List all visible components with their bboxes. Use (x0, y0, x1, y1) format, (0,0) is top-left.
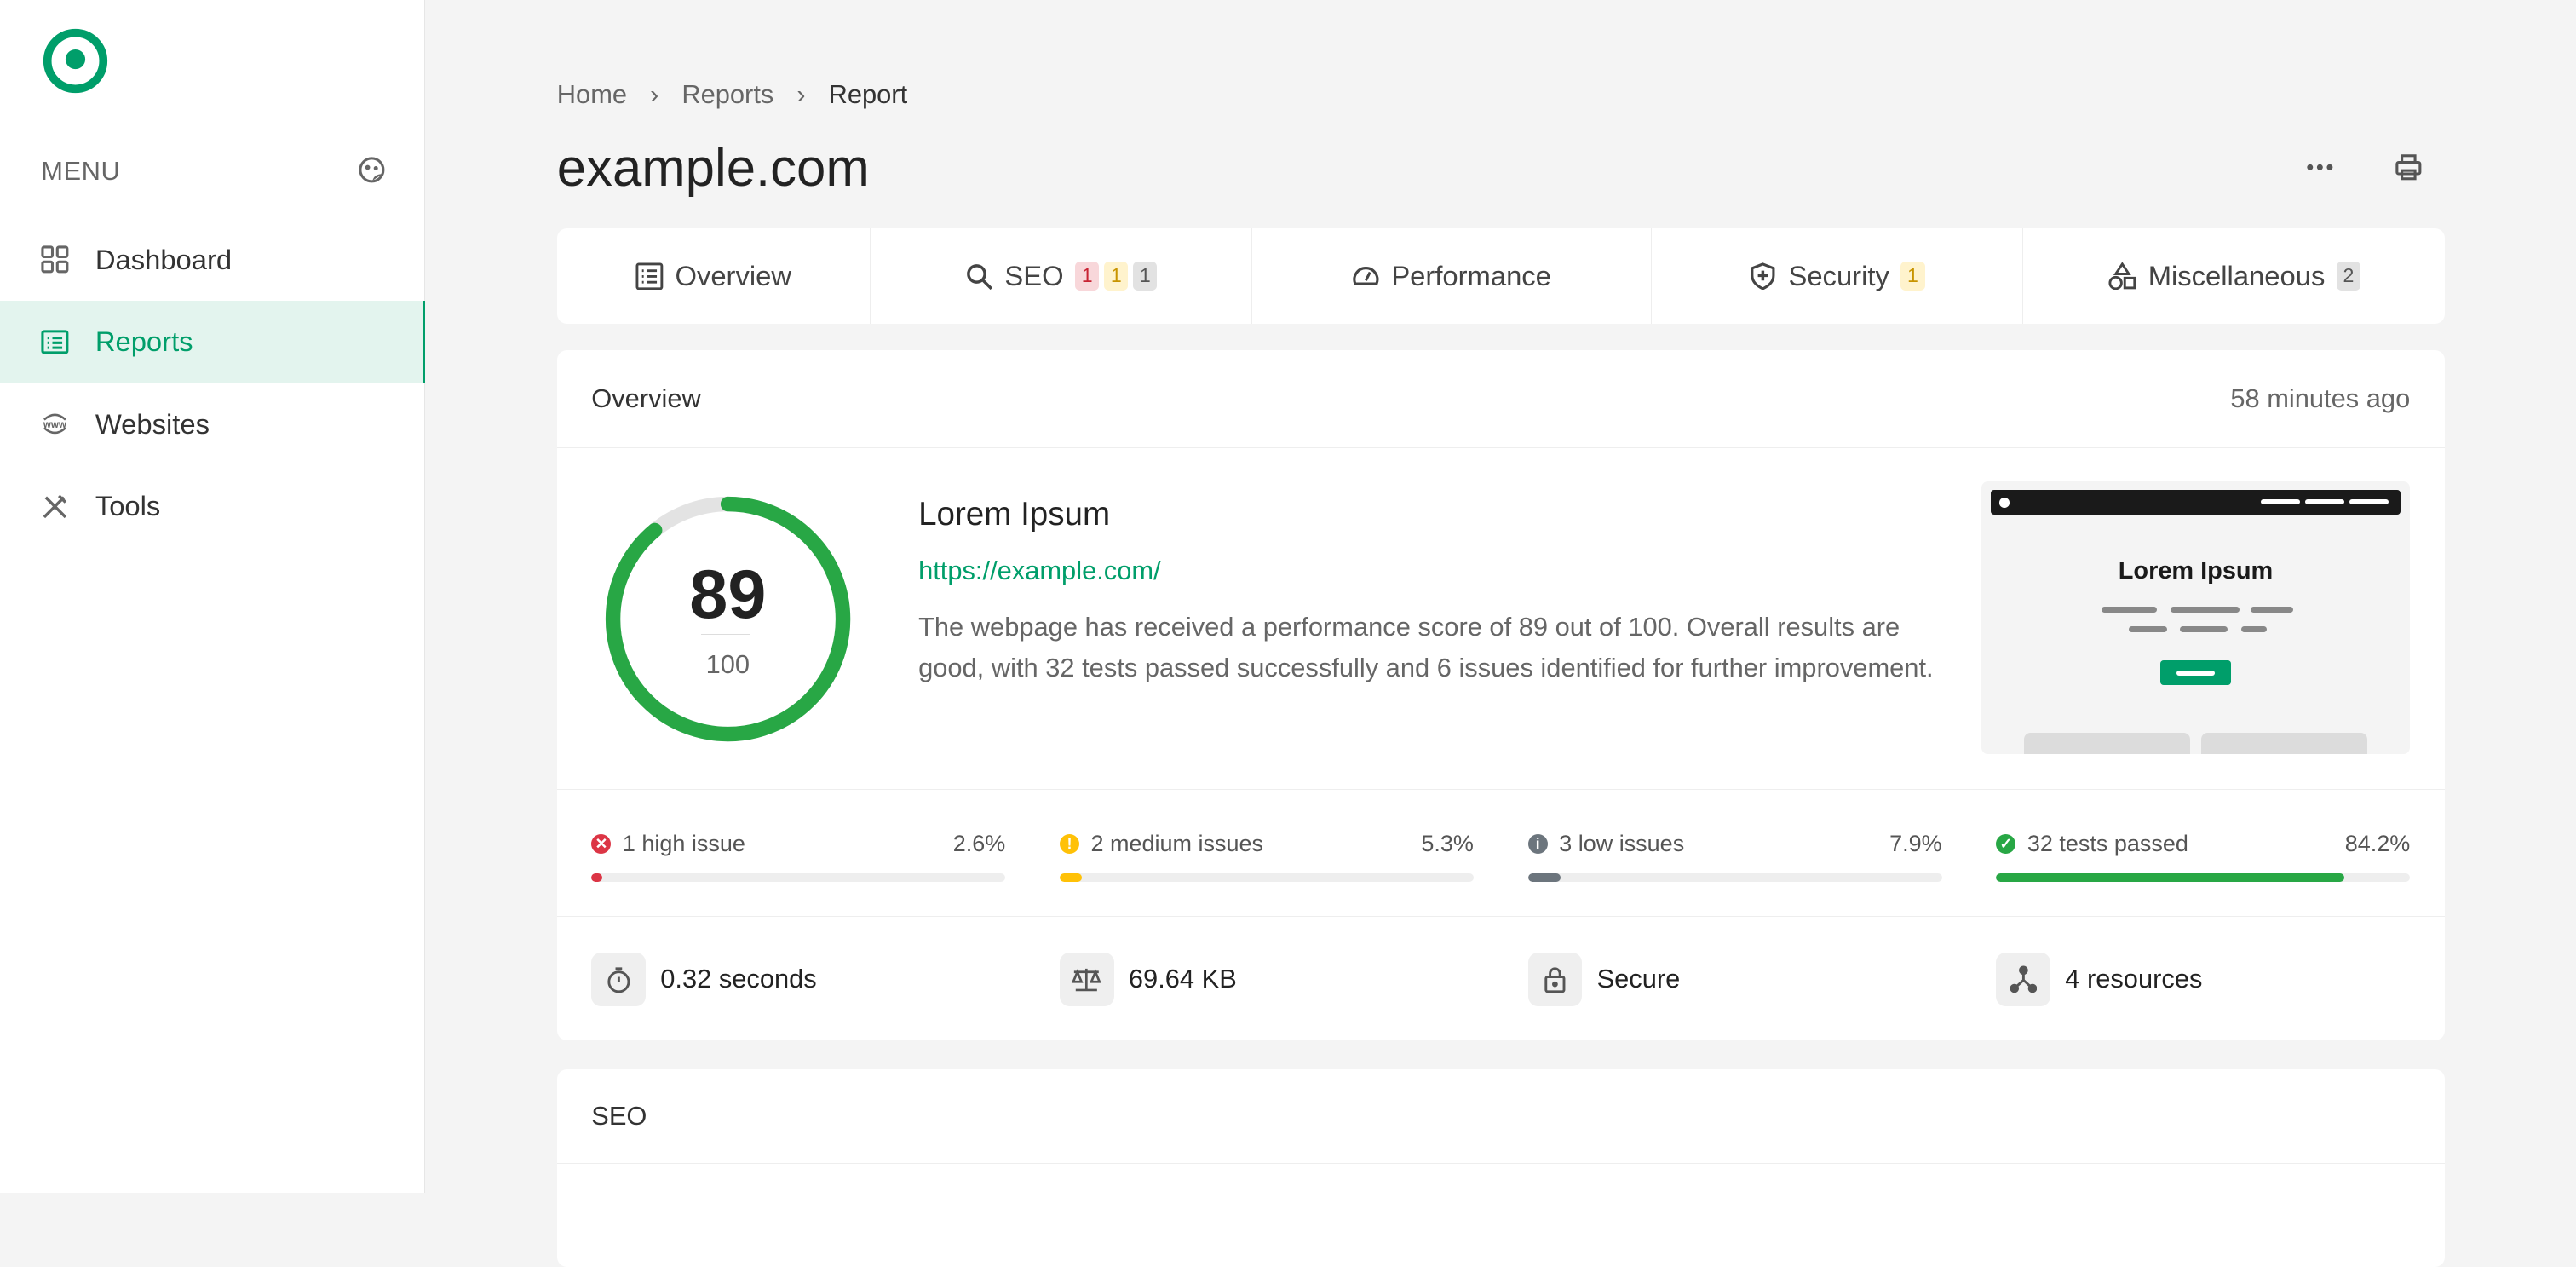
report-tabs: Overview SEO 1 1 1 Performance Security 1 Mi… (556, 228, 2445, 324)
tab-seo[interactable]: SEO 1 1 1 (871, 228, 1253, 324)
site-url-link[interactable]: https://example.com/ (918, 555, 1161, 585)
stat-value: 4 resources (2065, 964, 2203, 994)
score-ring-fill (605, 497, 851, 742)
tab-security[interactable]: Security 1 (1652, 228, 2023, 324)
medium-badge: 1 (1104, 261, 1129, 291)
sidebar-item-websites[interactable]: www Websites (0, 383, 425, 464)
scale-icon (1059, 952, 1114, 1007)
card-title: Overview (591, 383, 701, 413)
timestamp: 58 minutes ago (2230, 383, 2411, 413)
more-options-button[interactable] (2305, 151, 2335, 191)
tab-label: Overview (675, 259, 792, 291)
check-icon: ✓ (1996, 833, 2016, 854)
site-name: Lorem Ipsum (918, 496, 1111, 533)
breadcrumb-home[interactable]: Home (556, 78, 628, 109)
report-summary: The webpage has received a performance s… (918, 611, 1934, 682)
list-icon (41, 330, 69, 354)
sidebar-item-tools[interactable]: Tools (0, 465, 425, 547)
issues-summary: ✕ 1 high issue 2.6% ! 2 medium issues 5.3% i… (556, 788, 2445, 918)
sidebar-nav: Dashboard Reports www Websites Tools (0, 218, 426, 547)
high-badge: 1 (1075, 261, 1100, 291)
issue-percent: 7.9% (1889, 830, 1942, 856)
thumbnail-title: Lorem Ipsum (2118, 556, 2274, 585)
chevron-right-icon: › (796, 78, 806, 109)
issue-percent: 5.3% (1421, 830, 1474, 856)
breadcrumb: Home › Reports › Report (557, 79, 907, 110)
stat-security: Secure (1527, 919, 1942, 1040)
tests-passed: ✓ 32 tests passed 84.2% (1996, 790, 2411, 916)
tab-performance[interactable]: Performance (1252, 228, 1652, 324)
warning-icon: ! (1059, 833, 1080, 854)
breadcrumb-current: Report (828, 78, 908, 109)
low-badge: 1 (1133, 261, 1158, 291)
error-icon: ✕ (591, 833, 612, 854)
logo[interactable] (41, 26, 110, 102)
divider (701, 634, 751, 635)
issue-label: 3 low issues (1559, 830, 1685, 856)
lock-icon (1527, 952, 1583, 1007)
theme-icon[interactable] (358, 156, 386, 191)
seo-card: SEO (556, 1069, 2445, 1267)
overview-card: Overview 58 minutes ago 89 100 Lorem Ipsu… (556, 349, 2445, 1040)
grid-icon (41, 245, 69, 274)
tab-label: Security (1788, 259, 1889, 291)
list-icon (635, 262, 664, 290)
print-icon (2395, 154, 2422, 181)
sidebar: MENU Dashboard Reports www Websites Tools (0, 0, 426, 1194)
site-thumbnail: Lorem Ipsum (1981, 481, 2411, 755)
sidebar-item-label: Websites (95, 407, 210, 440)
tab-overview[interactable]: Overview (557, 228, 871, 324)
sidebar-item-label: Reports (95, 325, 193, 358)
count-badge: 2 (2336, 261, 2361, 291)
progress-fill (1996, 873, 2345, 882)
sidebar-item-reports[interactable]: Reports (0, 300, 426, 383)
nodes-icon (1996, 952, 2050, 1007)
score-max: 100 (705, 648, 750, 679)
info-icon: i (1527, 833, 1548, 854)
progress-fill (1527, 873, 1561, 882)
report-stats: 0.32 seconds 69.64 KB Secure 4 resources (557, 919, 2445, 1040)
stat-value: Secure (1596, 964, 1681, 994)
svg-text:www: www (43, 420, 66, 430)
issue-low: i 3 low issues 7.9% (1527, 790, 1942, 916)
medium-badge: 1 (1900, 261, 1925, 291)
tab-label: Performance (1391, 259, 1551, 291)
search-icon (967, 263, 993, 290)
sidebar-item-dashboard[interactable]: Dashboard (0, 218, 425, 300)
score-value: 89 (689, 556, 767, 633)
stopwatch-icon (591, 952, 646, 1007)
stat-page-size: 69.64 KB (1059, 919, 1474, 1040)
tab-label: SEO (1004, 259, 1064, 291)
issue-high: ✕ 1 high issue 2.6% (591, 790, 1006, 916)
sidebar-item-label: Dashboard (95, 243, 233, 275)
menu-heading: MENU (41, 156, 121, 187)
gauge-icon (1353, 266, 1379, 285)
score-ring (605, 497, 851, 742)
tab-miscellaneous[interactable]: Miscellaneous 2 (2023, 228, 2445, 324)
issue-percent: 84.2% (2344, 830, 2411, 856)
tools-icon (43, 494, 67, 518)
www-icon: www (43, 413, 66, 435)
chevron-right-icon: › (650, 78, 659, 109)
stat-load-time: 0.32 seconds (591, 919, 1005, 1040)
issue-label: 2 medium issues (1090, 830, 1264, 856)
tab-label: Miscellaneous (2148, 259, 2326, 291)
print-button[interactable] (2394, 151, 2424, 191)
progress-fill (591, 873, 602, 882)
issue-label: 1 high issue (622, 830, 745, 856)
stat-value: 0.32 seconds (660, 964, 817, 994)
issue-medium: ! 2 medium issues 5.3% (1059, 790, 1474, 916)
issue-label: 32 tests passed (2027, 830, 2188, 856)
stat-value: 69.64 KB (1128, 964, 1237, 994)
breadcrumb-reports[interactable]: Reports (681, 78, 774, 109)
shapes-icon (2107, 262, 2136, 290)
shield-icon (1751, 262, 1775, 291)
stat-resources: 4 resources (1996, 919, 2410, 1040)
more-icon (2307, 164, 2333, 171)
card-title: SEO (556, 1069, 2445, 1165)
sidebar-item-label: Tools (95, 489, 161, 521)
progress-fill (1059, 873, 1082, 882)
issue-percent: 2.6% (952, 830, 1006, 856)
page-title: example.com (556, 138, 870, 198)
